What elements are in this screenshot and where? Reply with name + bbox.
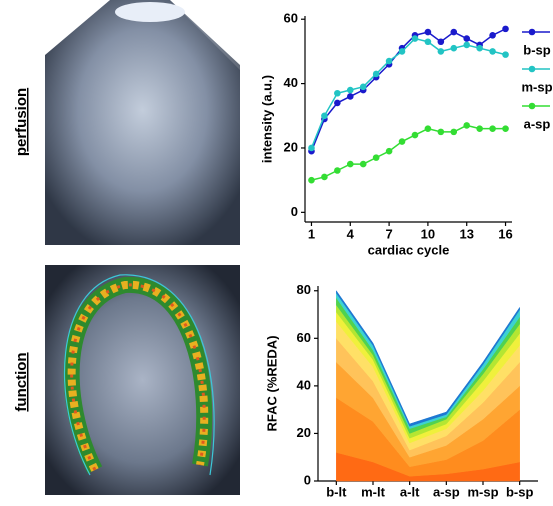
function-image [45,265,240,495]
point [411,131,419,139]
point [476,44,483,52]
y-tick-label: 40 [297,377,311,392]
y-tick-label: 20 [297,425,311,440]
x-tick-label: m-lt [361,484,386,499]
point [385,147,393,155]
panel-label: perfusion [13,88,30,156]
series-line [310,28,506,152]
area-layer [336,289,520,427]
point [334,89,341,97]
x-tick-label: b-sp [506,484,534,499]
x-tick-label: 7 [385,226,392,241]
point [372,70,380,78]
x-tick-label: 13 [459,226,473,241]
x-tick-label: a-sp [433,484,460,499]
point [346,93,354,100]
perfusion-image [45,0,240,245]
point [398,138,406,145]
series-line [310,37,506,149]
y-axis-label: intensity (a.u.) [259,75,274,163]
point [502,125,509,132]
x-tick-label: 10 [421,226,435,241]
point [411,35,419,42]
point [308,176,315,184]
point [437,128,445,136]
y-tick-label: 0 [291,204,298,219]
point [437,38,445,46]
point [450,128,458,136]
point [346,160,354,168]
point [502,51,509,58]
y-tick-label: 0 [304,472,311,487]
legend-label: m-sp [521,79,552,94]
y-axis-label: RFAC (%REDA) [264,335,279,431]
y-tick-label: 60 [284,11,298,26]
point [385,57,393,65]
x-tick-label: a-lt [400,484,420,499]
point [437,48,445,55]
point [398,48,406,55]
y-tick-label: 40 [284,75,298,90]
point [424,28,432,36]
point [424,38,432,46]
point [359,160,367,168]
x-tick-label: 4 [347,226,355,241]
point [463,41,471,49]
point [359,83,367,91]
x-axis-label: cardiac cycle [368,242,450,257]
point [450,44,458,52]
x-tick-label: b-lt [326,484,347,499]
legend-marker [528,65,536,73]
point [334,99,341,107]
point [321,173,328,181]
point [334,167,341,174]
panel-label: function [13,352,30,411]
y-tick-label: 20 [284,139,298,154]
y-tick-label: 60 [297,330,311,345]
point [502,25,509,33]
x-tick-label: 1 [308,226,315,241]
point [308,144,315,152]
point [489,125,496,132]
point [424,125,432,132]
legend-marker [528,28,536,36]
legend-label: b-sp [523,42,551,57]
point [346,86,354,94]
point [476,125,483,132]
point [450,28,458,36]
point [463,35,471,42]
point [489,32,496,39]
point [489,48,496,55]
point [463,122,471,129]
point [372,154,380,161]
point [321,112,328,120]
legend-label: a-sp [524,116,551,131]
x-tick-label: m-sp [467,484,498,499]
x-tick-label: 16 [498,226,512,241]
y-tick-label: 80 [297,282,311,297]
legend-marker [528,102,536,110]
series-line [311,124,506,181]
